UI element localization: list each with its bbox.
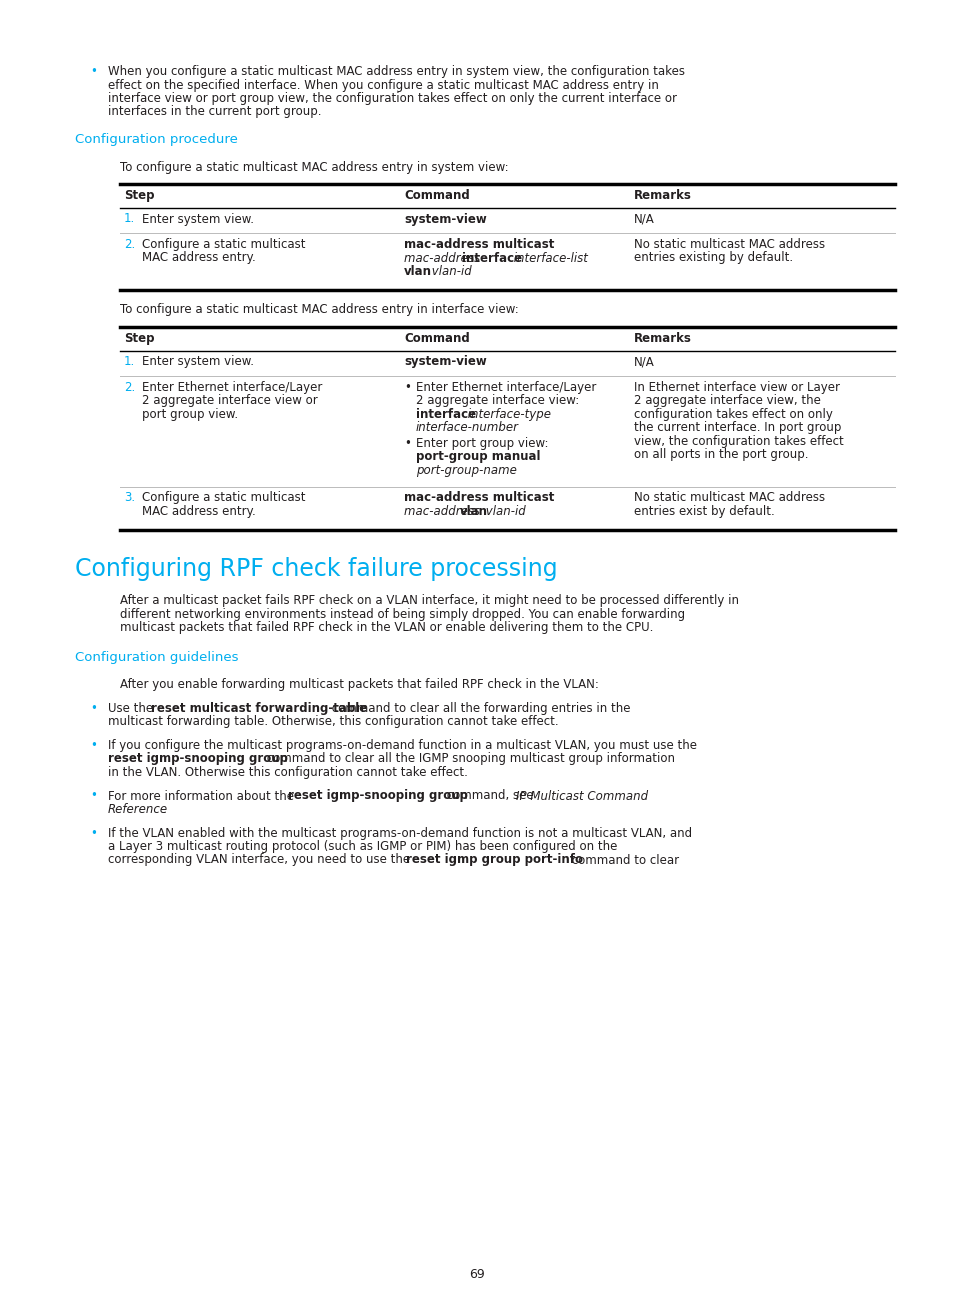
Text: Enter system view.: Enter system view. xyxy=(142,213,253,226)
Text: interface-list: interface-list xyxy=(510,251,587,264)
Text: Step: Step xyxy=(124,332,154,345)
Text: system-view: system-view xyxy=(403,355,486,368)
Text: 2 aggregate interface view or: 2 aggregate interface view or xyxy=(142,394,317,407)
Text: port-group-name: port-group-name xyxy=(416,464,517,477)
Text: •: • xyxy=(90,702,97,715)
Text: the current interface. In port group: the current interface. In port group xyxy=(634,421,841,434)
Text: interfaces in the current port group.: interfaces in the current port group. xyxy=(108,105,321,118)
Text: Enter port group view:: Enter port group view: xyxy=(416,437,548,450)
Text: In Ethernet interface view or Layer: In Ethernet interface view or Layer xyxy=(634,381,840,394)
Text: command to clear all the IGMP snooping multicast group information: command to clear all the IGMP snooping m… xyxy=(263,753,675,766)
Text: Remarks: Remarks xyxy=(634,189,691,202)
Text: mac-address multicast: mac-address multicast xyxy=(403,238,554,251)
Text: multicast forwarding table. Otherwise, this configuration cannot take effect.: multicast forwarding table. Otherwise, t… xyxy=(108,715,558,728)
Text: 2 aggregate interface view:: 2 aggregate interface view: xyxy=(416,394,578,407)
Text: interface: interface xyxy=(461,251,521,264)
Text: 2 aggregate interface view, the: 2 aggregate interface view, the xyxy=(634,394,820,407)
Text: N/A: N/A xyxy=(634,213,654,226)
Text: MAC address entry.: MAC address entry. xyxy=(142,251,255,264)
Text: 2.: 2. xyxy=(124,238,135,251)
Text: multicast packets that failed RPF check in the VLAN or enable delivering them to: multicast packets that failed RPF check … xyxy=(120,622,653,635)
Text: port group view.: port group view. xyxy=(142,408,238,421)
Text: Configure a static multicast: Configure a static multicast xyxy=(142,491,305,504)
Text: No static multicast MAC address: No static multicast MAC address xyxy=(634,238,824,251)
Text: •: • xyxy=(403,381,411,394)
Text: view, the configuration takes effect: view, the configuration takes effect xyxy=(634,435,842,448)
Text: •: • xyxy=(90,827,97,840)
Text: •: • xyxy=(90,789,97,802)
Text: 2.: 2. xyxy=(124,381,135,394)
Text: Configuring RPF check failure processing: Configuring RPF check failure processing xyxy=(75,557,558,582)
Text: mac-address multicast: mac-address multicast xyxy=(403,491,554,504)
Text: Step: Step xyxy=(124,189,154,202)
Text: Configuration procedure: Configuration procedure xyxy=(75,133,237,146)
Text: reset igmp group port-info: reset igmp group port-info xyxy=(406,854,582,867)
Text: port-group manual: port-group manual xyxy=(416,451,540,464)
Text: system-view: system-view xyxy=(403,213,486,226)
Text: different networking environments instead of being simply dropped. You can enabl: different networking environments instea… xyxy=(120,608,684,621)
Text: entries existing by default.: entries existing by default. xyxy=(634,251,792,264)
Text: Configuration guidelines: Configuration guidelines xyxy=(75,651,238,664)
Text: mac-address: mac-address xyxy=(403,505,483,518)
Text: reset igmp-snooping group: reset igmp-snooping group xyxy=(288,789,467,802)
Text: vlan-id: vlan-id xyxy=(481,505,525,518)
Text: 1.: 1. xyxy=(124,355,135,368)
Text: N/A: N/A xyxy=(634,355,654,368)
Text: Configure a static multicast: Configure a static multicast xyxy=(142,238,305,251)
Text: .: . xyxy=(163,804,167,816)
Text: configuration takes effect on only: configuration takes effect on only xyxy=(634,408,832,421)
Text: interface-type: interface-type xyxy=(463,408,551,421)
Text: For more information about the: For more information about the xyxy=(108,789,297,802)
Text: •: • xyxy=(90,65,97,78)
Text: on all ports in the port group.: on all ports in the port group. xyxy=(634,448,807,461)
Text: in the VLAN. Otherwise this configuration cannot take effect.: in the VLAN. Otherwise this configuratio… xyxy=(108,766,467,779)
Text: IP Multicast Command: IP Multicast Command xyxy=(516,789,647,802)
Text: To configure a static multicast MAC address entry in system view:: To configure a static multicast MAC addr… xyxy=(120,161,508,174)
Text: 3.: 3. xyxy=(124,491,135,504)
Text: Enter Ethernet interface/Layer: Enter Ethernet interface/Layer xyxy=(142,381,322,394)
Text: Enter system view.: Enter system view. xyxy=(142,355,253,368)
Text: vlan-id: vlan-id xyxy=(428,264,471,279)
Text: interface-number: interface-number xyxy=(416,421,518,434)
Text: To configure a static multicast MAC address entry in interface view:: To configure a static multicast MAC addr… xyxy=(120,303,518,316)
Text: •: • xyxy=(403,437,411,450)
Text: •: • xyxy=(90,739,97,752)
Text: interface view or port group view, the configuration takes effect on only the cu: interface view or port group view, the c… xyxy=(108,92,677,105)
Text: Use the: Use the xyxy=(108,702,156,715)
Text: No static multicast MAC address: No static multicast MAC address xyxy=(634,491,824,504)
Text: a Layer 3 multicast routing protocol (such as IGMP or PIM) has been configured o: a Layer 3 multicast routing protocol (su… xyxy=(108,840,617,853)
Text: corresponding VLAN interface, you need to use the: corresponding VLAN interface, you need t… xyxy=(108,854,414,867)
Text: If you configure the multicast programs-on-demand function in a multicast VLAN, : If you configure the multicast programs-… xyxy=(108,739,697,752)
Text: 1.: 1. xyxy=(124,213,135,226)
Text: Reference: Reference xyxy=(108,804,168,816)
Text: Remarks: Remarks xyxy=(634,332,691,345)
Text: If the VLAN enabled with the multicast programs-on-demand function is not a mult: If the VLAN enabled with the multicast p… xyxy=(108,827,691,840)
Text: interface: interface xyxy=(416,408,476,421)
Text: Command: Command xyxy=(403,332,469,345)
Text: command to clear all the forwarding entries in the: command to clear all the forwarding entr… xyxy=(328,702,630,715)
Text: Enter Ethernet interface/Layer: Enter Ethernet interface/Layer xyxy=(416,381,596,394)
Text: command to clear: command to clear xyxy=(567,854,679,867)
Text: 69: 69 xyxy=(469,1267,484,1280)
Text: After a multicast packet fails RPF check on a VLAN interface, it might need to b: After a multicast packet fails RPF check… xyxy=(120,595,739,608)
Text: effect on the specified interface. When you configure a static multicast MAC add: effect on the specified interface. When … xyxy=(108,79,659,92)
Text: command, see: command, see xyxy=(442,789,537,802)
Text: vlan: vlan xyxy=(459,505,488,518)
Text: entries exist by default.: entries exist by default. xyxy=(634,505,774,518)
Text: mac-address: mac-address xyxy=(403,251,483,264)
Text: Command: Command xyxy=(403,189,469,202)
Text: reset multicast forwarding-table: reset multicast forwarding-table xyxy=(151,702,367,715)
Text: When you configure a static multicast MAC address entry in system view, the conf: When you configure a static multicast MA… xyxy=(108,65,684,78)
Text: MAC address entry.: MAC address entry. xyxy=(142,505,255,518)
Text: vlan: vlan xyxy=(403,264,432,279)
Text: After you enable forwarding multicast packets that failed RPF check in the VLAN:: After you enable forwarding multicast pa… xyxy=(120,679,598,692)
Text: reset igmp-snooping group: reset igmp-snooping group xyxy=(108,753,288,766)
